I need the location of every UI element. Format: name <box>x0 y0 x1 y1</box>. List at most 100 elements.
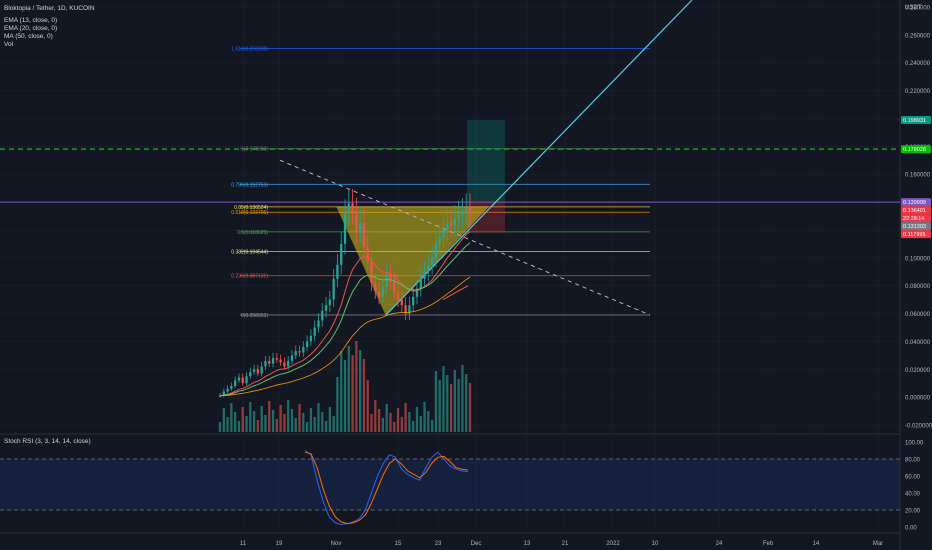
fib-level-label: 0.618(0.132706) <box>231 210 268 216</box>
price-badge-text: 0.139999 <box>903 200 926 206</box>
candle-body <box>245 376 248 384</box>
stoch-rsi-pane <box>0 450 900 525</box>
candle-body <box>237 377 241 381</box>
candle-body <box>400 299 403 306</box>
volume-bar <box>332 416 335 432</box>
volume-bar <box>423 402 426 432</box>
candle-body <box>362 222 366 247</box>
candle-body <box>321 310 324 321</box>
volume-bar <box>408 412 411 432</box>
time-tick: Dec <box>471 541 482 547</box>
candle-body <box>332 278 335 300</box>
fib-level-label: 0.786(0.152753) <box>231 182 268 188</box>
volume-bar <box>377 409 381 432</box>
stoch-tick: 80.00 <box>905 458 921 464</box>
candle-body <box>283 362 286 367</box>
candle-body <box>287 360 290 367</box>
candle-body <box>290 355 294 361</box>
volume-bar <box>317 403 320 432</box>
volume-bar <box>449 384 453 432</box>
candle-body <box>260 366 263 374</box>
candles-layer <box>218 189 472 398</box>
candle-body <box>275 358 278 360</box>
price-badge <box>901 230 931 239</box>
candle-body <box>279 359 282 363</box>
price-tick: 0.020000 <box>905 368 931 374</box>
price-tick: 0.060000 <box>905 312 931 318</box>
stoch-tick: 0.00 <box>905 526 917 532</box>
candle-body <box>249 372 252 377</box>
stoch-tick: 40.00 <box>905 492 921 498</box>
volume-bar <box>290 409 294 432</box>
stoch-d-line <box>304 451 469 525</box>
volume-bar <box>241 407 244 432</box>
price-badge <box>901 198 931 207</box>
volume-bar <box>268 401 271 432</box>
candle-body <box>234 380 237 386</box>
currency-label[interactable]: USDT <box>905 5 922 11</box>
candle-body <box>453 218 456 226</box>
candle-body <box>340 243 343 265</box>
volume-bar <box>366 380 369 432</box>
candle-body <box>457 214 460 219</box>
indicator-ema13[interactable]: EMA (13, close, 0) <box>4 17 58 24</box>
volume-bar <box>313 417 316 432</box>
volume-bar <box>415 407 419 432</box>
stoch-band <box>0 459 900 510</box>
volume-bar <box>336 377 339 432</box>
price-tick: 0.280000 <box>905 6 931 12</box>
volume-bar <box>283 414 286 432</box>
candle-body <box>465 207 468 212</box>
candle-body <box>252 369 256 373</box>
volume-bar <box>260 406 263 432</box>
volume-bar <box>427 411 430 432</box>
candle-body <box>271 358 275 364</box>
price-badge-text: 0.117995 <box>903 232 926 238</box>
candle-body <box>317 320 320 328</box>
volume-bar <box>404 403 407 432</box>
candle-body <box>324 305 328 311</box>
stoch-rsi-label[interactable]: Stoch RSI (3, 3, 14, 14, close) <box>4 438 91 445</box>
price-badge <box>901 145 931 154</box>
time-tick: 14 <box>813 541 820 547</box>
volume-bar <box>294 418 297 432</box>
candle-body <box>427 264 430 272</box>
volume-bar <box>359 350 362 432</box>
volume-bars <box>218 341 472 432</box>
indicator-volume[interactable]: Vol <box>4 41 14 48</box>
volume-bar <box>446 375 449 432</box>
candle-body <box>461 211 464 215</box>
price-badge-text: 0.178028 <box>903 147 926 153</box>
symbol-title[interactable]: Bloktopia / Tether, 1D, KUCOIN <box>4 5 95 12</box>
long-position-target <box>467 119 505 203</box>
price-tick: -0.020000 <box>905 424 932 430</box>
candle-body <box>298 351 301 353</box>
indicator-ema20[interactable]: EMA (20, close, 0) <box>4 25 58 32</box>
fib-level-label: 0.65(0.136524) <box>234 205 268 211</box>
candle-body <box>359 222 362 233</box>
ascending-trendline <box>385 0 693 316</box>
candle-body <box>430 257 434 265</box>
volume-bar <box>302 413 305 432</box>
volume-bar <box>324 421 328 432</box>
volume-bar <box>222 408 225 432</box>
candle-body <box>374 282 377 292</box>
price-tick: 0.220000 <box>905 89 931 95</box>
candle-body <box>393 281 396 293</box>
drawings-layer: 1.618(0.250208) 1(0.178290) 0.786(0.152753… <box>0 0 900 319</box>
time-tick: 24 <box>716 541 723 547</box>
time-tick: 11 <box>240 541 247 547</box>
candle-body <box>434 243 438 258</box>
volume-bar <box>305 422 309 432</box>
indicator-ma50[interactable]: MA (50, close, 0) <box>4 33 53 40</box>
candle-body <box>366 246 369 261</box>
volume-bar <box>287 400 290 432</box>
candle-body <box>412 296 415 306</box>
volume-bar <box>430 420 434 432</box>
volume-bar <box>385 404 388 432</box>
candle-body <box>328 299 331 306</box>
candle-body <box>309 335 313 342</box>
price-tick: 0.240000 <box>905 61 931 67</box>
volume-bar <box>453 370 456 432</box>
